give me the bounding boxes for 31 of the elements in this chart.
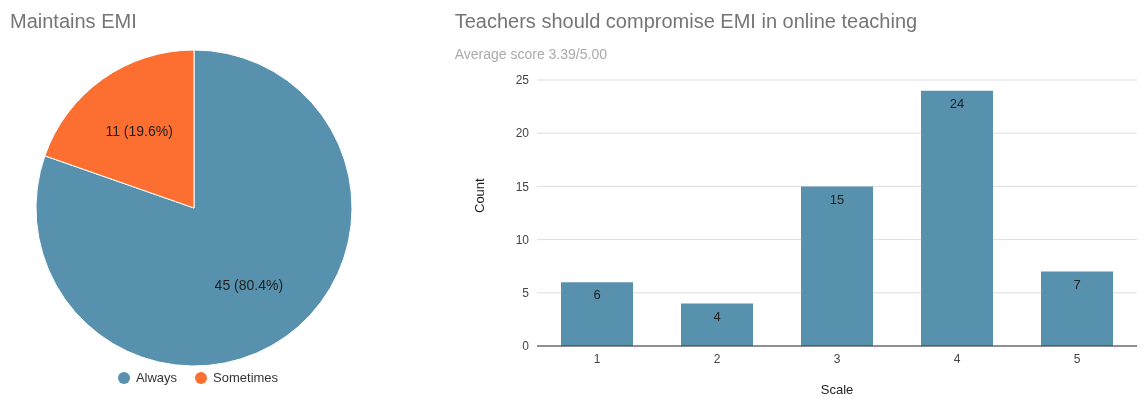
data-label: 7: [1073, 276, 1081, 292]
x-tick-label: 3: [833, 351, 841, 366]
bar: [800, 186, 873, 346]
bar: [680, 303, 753, 346]
y-tick-label: 10: [515, 232, 529, 247]
x-tick-label: 1: [593, 351, 601, 366]
y-axis-title: Count: [471, 177, 487, 213]
y-tick-label: 5: [521, 286, 529, 301]
chart-title: Teachers should compromise EMI in online teaching: [454, 10, 918, 33]
chart-title: Maintains EMI: [10, 10, 137, 33]
legend-label: Sometimes: [213, 370, 279, 385]
data-label: 24: [949, 95, 964, 111]
x-tick-label: 4: [953, 351, 961, 366]
pie-slice: [35, 49, 353, 367]
x-tick-label: 5: [1073, 351, 1081, 366]
y-tick-label: 0: [521, 339, 529, 354]
x-axis-title: Scale: [820, 382, 853, 397]
chart-subtitle: Average score 3.39/5.00: [454, 46, 607, 62]
data-label: 6: [593, 287, 601, 303]
bar: [1040, 271, 1113, 346]
data-label: 45 (80.4%): [214, 277, 284, 294]
bar: [560, 282, 633, 346]
data-label: 15: [829, 191, 844, 207]
y-tick-label: 25: [515, 73, 529, 88]
bar: [920, 90, 993, 346]
x-tick-label: 2: [713, 351, 721, 366]
y-tick-label: 15: [515, 179, 529, 194]
y-tick-label: 20: [515, 126, 529, 141]
data-label: 11 (19.6%): [105, 122, 173, 139]
data-label: 4: [713, 308, 721, 324]
legend-label: Always: [135, 370, 178, 385]
